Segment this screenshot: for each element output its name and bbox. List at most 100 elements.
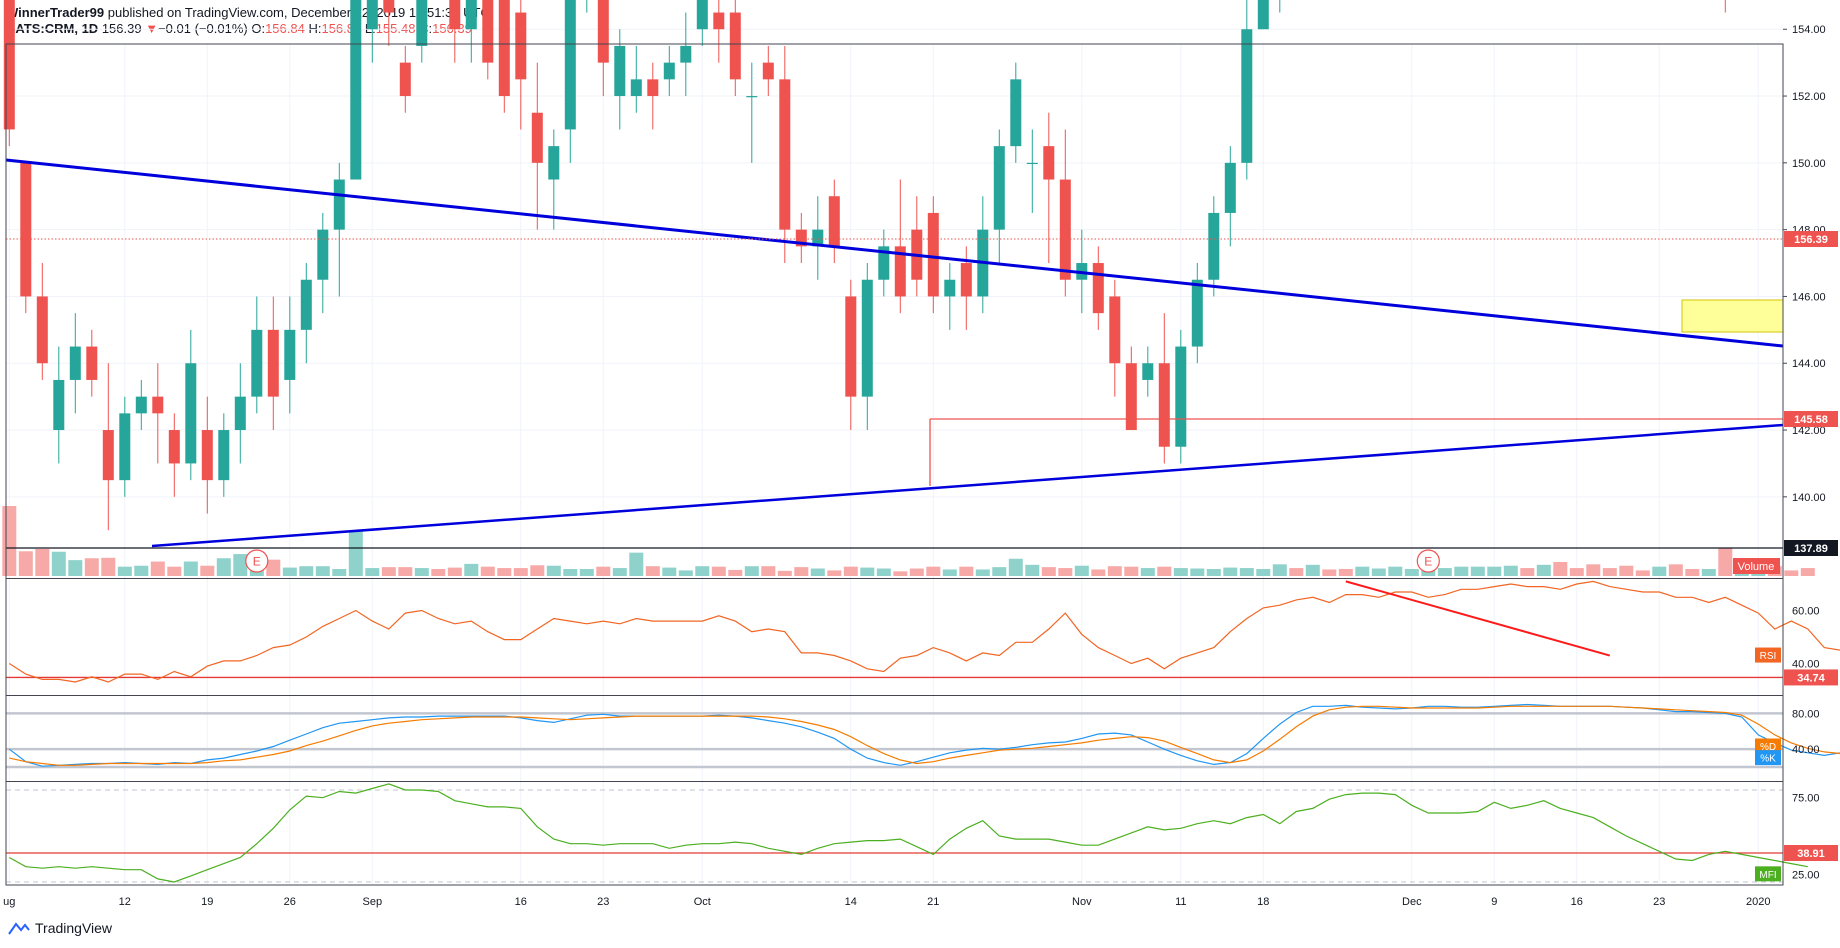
candle-body — [1224, 162, 1236, 213]
volume-bar — [1074, 565, 1089, 576]
volume-bar — [1784, 570, 1799, 576]
candle-body — [168, 430, 180, 464]
volume-bar — [860, 567, 875, 576]
candle-body — [300, 279, 312, 330]
volume-bar — [629, 552, 644, 576]
candle-body — [944, 279, 956, 297]
candles[interactable] — [3, 0, 1814, 531]
volume-bar — [1107, 566, 1122, 576]
volume-bar — [134, 565, 149, 576]
volume-bar — [35, 548, 50, 576]
mfi-level-label: 38.91 — [1797, 848, 1825, 860]
volume-bar — [1124, 566, 1139, 576]
price-label-bg — [1784, 411, 1838, 427]
price-tick-label: 140.00 — [1792, 492, 1826, 504]
x-tick-label: 16 — [515, 896, 527, 908]
mfi-line — [9, 783, 1808, 883]
stoch-d-badge-bg — [1755, 738, 1781, 754]
volume-bar — [1058, 568, 1073, 576]
volume-bar — [167, 566, 182, 576]
volume-bar — [711, 566, 726, 576]
volume-bar — [84, 558, 99, 576]
x-tick-label: 21 — [927, 896, 939, 908]
rsi-level-label-bg — [1784, 669, 1838, 686]
rsi-line — [8, 580, 1840, 683]
candle-body — [1241, 29, 1253, 163]
volume-bar — [1272, 564, 1287, 576]
candle-body — [1158, 363, 1170, 447]
candle-body — [614, 45, 626, 97]
volume-bar — [216, 558, 231, 576]
volume-bar — [1025, 564, 1040, 576]
candle-body — [119, 413, 131, 481]
candle-body — [3, 0, 15, 130]
volume-bar — [959, 566, 974, 576]
candle-body — [564, 0, 576, 130]
volume-bar — [1041, 567, 1056, 576]
volume-bar — [233, 554, 248, 576]
candle-body — [746, 96, 758, 98]
candle-body — [218, 430, 230, 481]
volume-bar — [117, 566, 132, 576]
candle-body — [828, 196, 840, 247]
candle-body — [630, 79, 642, 97]
author-name[interactable]: WinnerTrader99 — [6, 5, 105, 20]
candle-body — [894, 246, 906, 297]
price-label-bg — [1784, 231, 1838, 247]
candle-body — [53, 379, 65, 431]
volume-bar — [1404, 569, 1419, 576]
volume-bar — [18, 551, 33, 576]
volume-bar — [530, 565, 545, 576]
candle-body — [548, 146, 560, 180]
volume-bar — [1701, 569, 1716, 576]
candle-body — [383, 0, 395, 13]
stoch-tick-label: 80.00 — [1792, 708, 1820, 720]
candle-body — [960, 263, 972, 297]
volume-bar — [1437, 568, 1452, 576]
volume-bar — [1322, 569, 1337, 576]
candle-body — [663, 62, 675, 80]
price-label: 145.58 — [1794, 414, 1828, 426]
x-tick-label: 16 — [1571, 896, 1583, 908]
candle-body — [498, 0, 510, 97]
candle-body — [531, 112, 543, 163]
drawings[interactable] — [5, 158, 1784, 549]
rsi-trendline — [1345, 580, 1611, 657]
volume-bar — [1635, 570, 1650, 576]
volume-bar — [827, 570, 842, 576]
symbol-label[interactable]: BATS:CRM, 1D — [6, 21, 99, 36]
footer-brand: TradingView — [35, 920, 113, 936]
stoch-tick-label: 40.00 — [1792, 744, 1820, 756]
candle-body — [597, 0, 609, 63]
last-price: 156.39 — [101, 21, 142, 36]
volume-bar — [1569, 568, 1584, 576]
footer[interactable]: TradingView — [8, 920, 112, 936]
volume-bar — [1487, 566, 1502, 576]
volume-bar — [761, 566, 776, 576]
indicators[interactable] — [6, 580, 1840, 883]
candle-body — [993, 146, 1005, 230]
candle-body — [152, 396, 164, 414]
volume-bar — [1140, 568, 1155, 576]
volume-bar — [810, 568, 825, 576]
volume-bar — [1536, 564, 1551, 576]
price-tick-label: 146.00 — [1792, 291, 1826, 303]
volume-bar — [497, 568, 512, 576]
volume-bar — [744, 566, 759, 576]
volume-bar — [1503, 565, 1518, 576]
candle-body — [1125, 363, 1137, 431]
rsi-badge-bg — [1755, 647, 1781, 663]
open-value: 156.84 — [265, 21, 305, 36]
candle-body — [317, 229, 329, 280]
price-tick-label: 144.00 — [1792, 358, 1826, 370]
volume-bar — [398, 567, 413, 576]
rsi-tick-label: 60.00 — [1792, 606, 1820, 618]
volume-bar — [777, 570, 792, 576]
candle-body — [812, 229, 824, 247]
volume-label-bg — [1733, 558, 1780, 574]
candle-body — [927, 212, 939, 297]
x-tick-label: 19 — [201, 896, 213, 908]
candle-body — [333, 179, 345, 230]
candle-body — [713, 12, 725, 30]
